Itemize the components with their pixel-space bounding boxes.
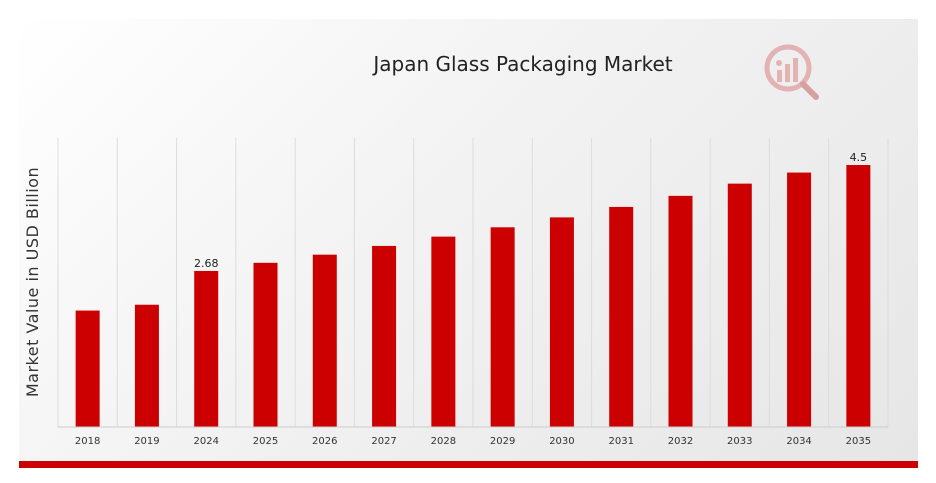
x-tick-label-2032: 2032 xyxy=(668,436,693,447)
x-tick-label-2033: 2033 xyxy=(727,436,752,447)
x-tick-label-2034: 2034 xyxy=(786,436,811,447)
data-labels: 2.68 4.5 xyxy=(194,151,867,270)
bar-2032 xyxy=(668,195,693,427)
analytics-magnifier-logo-icon xyxy=(764,44,819,100)
x-tick-label-2030: 2030 xyxy=(549,436,574,447)
x-tick-label-2024: 2024 xyxy=(193,436,218,447)
bar-2029 xyxy=(490,227,515,427)
bar-2019 xyxy=(134,304,159,427)
bar-2035 xyxy=(846,165,871,427)
bar-2027 xyxy=(372,245,397,427)
x-tick-label-2025: 2025 xyxy=(253,436,278,447)
data-label-2035: 4.5 xyxy=(850,151,868,164)
chart-card xyxy=(19,19,918,462)
x-tick-label-2031: 2031 xyxy=(608,436,633,447)
x-tick-label-2027: 2027 xyxy=(371,436,396,447)
x-tick-label-2035: 2035 xyxy=(846,436,871,447)
data-label-2024: 2.68 xyxy=(194,257,219,270)
bar-2030 xyxy=(549,217,574,427)
bar-2026 xyxy=(312,254,337,427)
bottom-accent-bar xyxy=(19,461,918,468)
bar-2024 xyxy=(194,270,219,427)
x-tick-labels: 2018 2019 2024 2025 2026 2027 2028 2029 2030 2031… xyxy=(75,436,871,447)
x-tick-label-2028: 2028 xyxy=(431,436,456,447)
bar-2025 xyxy=(253,262,278,427)
x-tick-label-2019: 2019 xyxy=(134,436,159,447)
y-axis-label: Market Value in USD Billion xyxy=(23,167,42,397)
grid-lines xyxy=(57,138,889,427)
bar-2033 xyxy=(727,183,752,427)
bars xyxy=(75,165,871,427)
bar-2018 xyxy=(75,310,100,427)
x-tick-label-2018: 2018 xyxy=(75,436,100,447)
x-tick-label-2029: 2029 xyxy=(490,436,515,447)
bar-2031 xyxy=(609,206,634,427)
x-tick-label-2026: 2026 xyxy=(312,436,337,447)
bar-2034 xyxy=(787,172,812,427)
bar-2028 xyxy=(431,236,456,427)
chart-title: Japan Glass Packaging Market xyxy=(373,52,673,76)
